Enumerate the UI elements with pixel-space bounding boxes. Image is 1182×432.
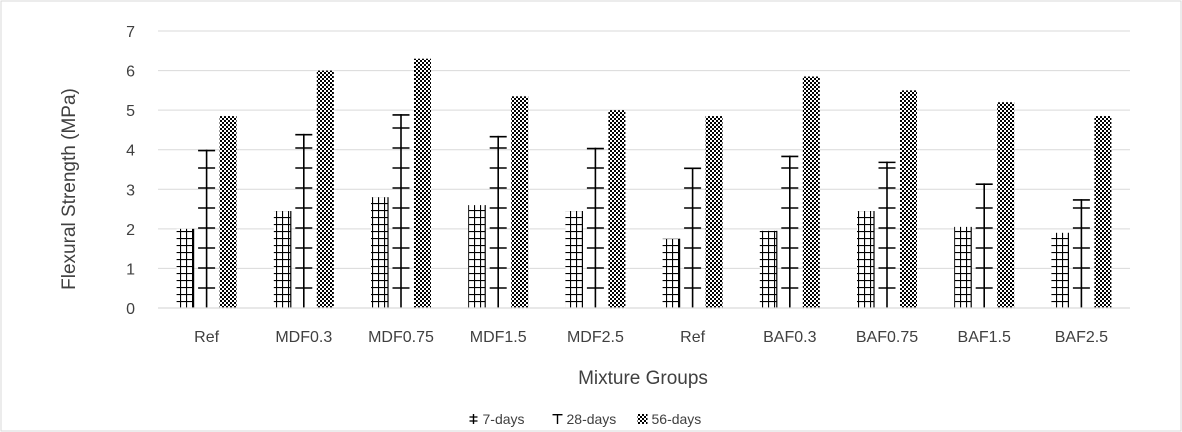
bar-7-days-2 — [273, 211, 291, 308]
y-tick-label: 1 — [126, 261, 135, 278]
bar-28-days-10 — [1072, 199, 1090, 308]
bar-28-days-8 — [878, 161, 896, 308]
bar-56-days-4 — [511, 96, 529, 309]
legend-label-28-days: 28-days — [567, 411, 617, 427]
y-tick-label: 2 — [126, 222, 135, 239]
bar-7-days-9 — [954, 226, 972, 308]
bar-56-days-1 — [219, 116, 237, 308]
bar-56-days-8 — [900, 90, 917, 308]
bar-28-days-4 — [489, 135, 507, 308]
legend-swatch-28-days — [552, 414, 563, 424]
bar-28-days-9 — [975, 183, 993, 308]
x-tick-label: MDF0.3 — [275, 329, 332, 346]
x-tick-label: BAF2.5 — [1055, 329, 1108, 346]
bar-28-days-2 — [295, 133, 313, 308]
bar-56-days-7 — [802, 76, 820, 308]
x-tick-label: Ref — [680, 329, 705, 346]
x-tick-label: MDF0.75 — [368, 329, 434, 346]
y-tick-label: 5 — [126, 103, 135, 120]
bar-28-days-7 — [781, 155, 799, 308]
bar-7-days-7 — [759, 230, 777, 308]
x-tick-label: BAF0.75 — [856, 329, 918, 346]
x-axis-ticks: Ref MDF0.3 MDF0.75 MDF1.5 MDF2.5 Ref BAF0.3 BAF… — [194, 329, 1108, 346]
bar-56-days-9 — [997, 102, 1015, 308]
x-tick-label: MDF1.5 — [470, 329, 527, 346]
legend-label-56-days: 56-days — [652, 411, 702, 427]
x-tick-label: Ref — [194, 329, 219, 346]
y-tick-label: 3 — [126, 182, 135, 199]
y-tick-label: 4 — [126, 143, 135, 160]
bar-56-days-5 — [608, 110, 626, 309]
bar-28-days-5 — [586, 147, 604, 308]
legend-swatch-7-days — [469, 414, 478, 424]
bar-56-days-2 — [316, 70, 334, 308]
bar-7-days-8 — [857, 211, 874, 308]
legend-label-7-days: 7-days — [483, 411, 525, 427]
bar-28-days-6 — [684, 167, 702, 308]
legend-swatch-56-days — [637, 414, 648, 424]
y-axis-ticks: 0 1 2 3 4 5 6 7 — [126, 24, 135, 318]
bar-28-days-3 — [392, 114, 410, 308]
bar-56-days-10 — [1094, 116, 1112, 308]
bar-56-days-3 — [414, 58, 431, 309]
bar-28-days-1 — [198, 149, 216, 308]
bar-7-days-4 — [468, 205, 486, 308]
bar-7-days-3 — [371, 197, 388, 308]
x-axis-title: Mixture Groups — [578, 368, 708, 389]
bar-7-days-5 — [565, 211, 583, 308]
x-tick-label: BAF1.5 — [958, 329, 1011, 346]
y-tick-label: 0 — [126, 301, 135, 318]
legend: 7-days 28-days 56-days — [469, 411, 702, 427]
x-tick-label: BAF0.3 — [763, 329, 816, 346]
y-tick-label: 7 — [126, 24, 135, 41]
bars — [158, 58, 1130, 309]
x-tick-label: MDF2.5 — [567, 329, 624, 346]
bar-56-days-6 — [705, 116, 723, 308]
y-tick-label: 6 — [126, 64, 135, 81]
y-axis-title: Flexural Strength (MPa) — [59, 88, 80, 290]
bar-7-days-1 — [176, 228, 194, 308]
bar-7-days-6 — [662, 238, 680, 308]
bar-7-days-10 — [1051, 232, 1069, 308]
